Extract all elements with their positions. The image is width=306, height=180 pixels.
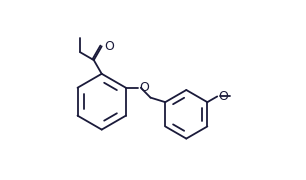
Text: O: O xyxy=(139,81,149,94)
Text: O: O xyxy=(104,40,114,53)
Text: O: O xyxy=(218,90,228,103)
